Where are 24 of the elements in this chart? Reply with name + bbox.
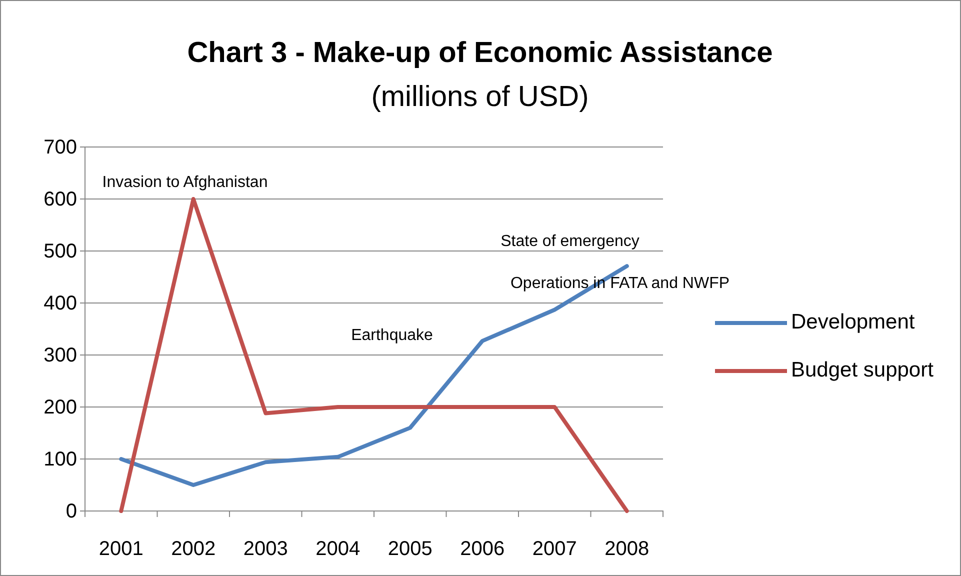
- y-tick-label: 200: [44, 396, 77, 418]
- y-tick-label: 300: [44, 344, 77, 366]
- annotation: Operations in FATA and NWFP: [510, 275, 730, 292]
- x-tick-label: 2004: [316, 538, 360, 560]
- x-tick-label: 2007: [532, 538, 577, 560]
- x-tick-label: 2003: [243, 538, 288, 560]
- x-tick-label: 2001: [98, 538, 144, 560]
- annotation: State of emergency: [500, 233, 640, 250]
- y-tick-label: 500: [44, 240, 77, 262]
- y-tick-label: 600: [44, 188, 77, 210]
- y-tick-label: 400: [44, 292, 77, 314]
- x-tick-label: 2005: [388, 538, 432, 560]
- legend-label: Budget support: [791, 358, 934, 382]
- chart-subtitle: (millions of USD): [371, 81, 589, 113]
- annotation: Invasion to Afghanistan: [102, 174, 268, 192]
- annotation: Earthquake: [351, 327, 434, 344]
- x-tick-label: 2006: [460, 538, 505, 560]
- x-tick-label: 2008: [604, 538, 650, 560]
- y-tick-label: 700: [44, 136, 77, 158]
- y-tick-label: 0: [66, 500, 77, 522]
- x-tick-label: 2002: [171, 538, 216, 560]
- y-tick-label: 100: [44, 448, 77, 470]
- legend-label: Development: [791, 310, 915, 334]
- chart-title: Chart 3 - Make-up of Economic Assistance: [187, 37, 773, 69]
